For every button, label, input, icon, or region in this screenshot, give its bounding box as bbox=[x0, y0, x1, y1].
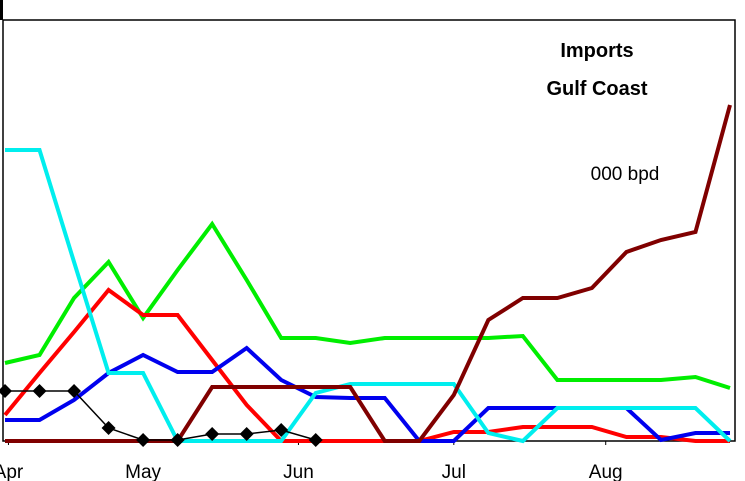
marker bbox=[274, 423, 289, 437]
marker bbox=[67, 384, 82, 398]
series-line bbox=[3, 287, 730, 443]
series-line bbox=[5, 148, 732, 444]
marker bbox=[0, 384, 12, 398]
series-line bbox=[5, 390, 316, 441]
marker bbox=[32, 384, 47, 398]
x-tick-label: Jul bbox=[442, 462, 466, 481]
chart-title: Imports bbox=[560, 40, 633, 62]
marker bbox=[170, 433, 185, 447]
series-line bbox=[4, 220, 731, 390]
x-tick-label: Apr bbox=[0, 462, 24, 481]
marker bbox=[308, 433, 323, 447]
unit-annotation: 000 bpd bbox=[591, 164, 660, 185]
frame-corner bbox=[0, 0, 3, 20]
marker bbox=[239, 427, 254, 441]
chart-title: Gulf Coast bbox=[546, 78, 647, 100]
x-tick-label: May bbox=[125, 462, 161, 481]
marker bbox=[136, 433, 151, 447]
x-tick-label: Jun bbox=[283, 462, 314, 481]
series-line bbox=[5, 104, 732, 443]
marker bbox=[205, 427, 220, 441]
marker bbox=[101, 421, 116, 435]
x-tick-label: Aug bbox=[589, 462, 623, 481]
